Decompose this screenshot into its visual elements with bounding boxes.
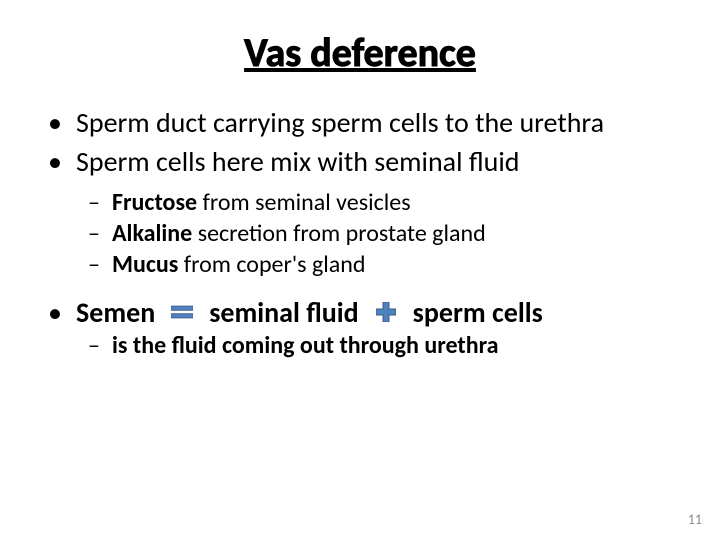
bullet-1-text: Sperm duct carrying sperm cells to the u…	[76, 105, 604, 140]
sub-1-bold: Fructose	[112, 188, 197, 217]
bullet-1: Sperm duct carrying sperm cells to the u…	[48, 105, 680, 140]
bullet-2: Sperm cells here mix with seminal fluid	[48, 144, 680, 179]
semen-part2: sperm cells	[413, 295, 543, 330]
sub-3-rest: from coper's gland	[178, 250, 365, 279]
sub-bullet-2: Alkaline secretion from prostate gland	[88, 218, 680, 249]
sub-2-bold: Alkaline	[112, 219, 192, 248]
bullet-semen: Semen seminal fluid sperm cells	[48, 295, 680, 330]
bullet-2-text: Sperm cells here mix with seminal fluid	[76, 144, 520, 179]
sub-bullet-3: Mucus from coper's gland	[88, 249, 680, 280]
semen-sub: is the fluid coming out through urethra	[112, 331, 498, 360]
page-number: 11	[688, 511, 702, 528]
plus-icon	[375, 301, 397, 323]
sub-bullet-1: Fructose from seminal vesicles	[88, 187, 680, 218]
slide-container: Vas deference Sperm duct carrying sperm …	[0, 0, 720, 381]
semen-label: Semen	[76, 295, 155, 330]
semen-part1: seminal fluid	[209, 295, 358, 330]
equals-icon	[171, 301, 193, 323]
sub-1-rest: from seminal vesicles	[197, 188, 410, 217]
sub-2-rest: secretion from prostate gland	[192, 219, 485, 248]
sub-bullet-semen: is the fluid coming out through urethra	[88, 330, 680, 361]
title-text: Vas deference	[244, 28, 476, 77]
sub-3-bold: Mucus	[112, 250, 178, 279]
slide-title: Vas deference	[40, 28, 680, 77]
